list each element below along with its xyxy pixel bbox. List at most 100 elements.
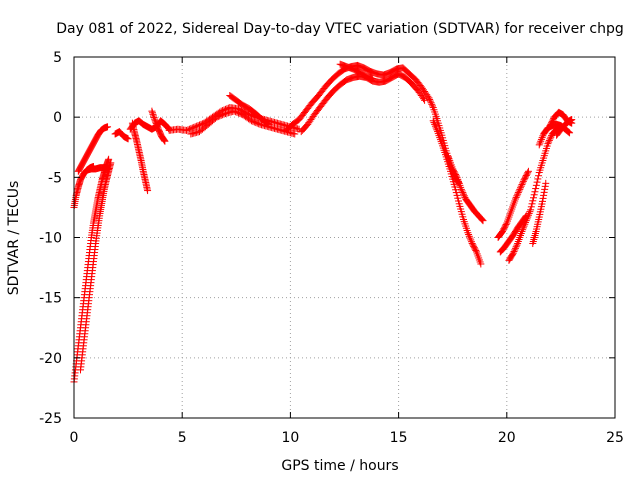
data-point: [247, 117, 255, 125]
data-point: [524, 167, 532, 175]
data-point: [452, 172, 460, 180]
series-arc-3: [76, 159, 115, 374]
data-point: [511, 244, 519, 252]
data-point: [232, 108, 240, 116]
data-point: [428, 100, 436, 108]
data-point: [433, 126, 441, 134]
data-point: [541, 182, 549, 190]
data-point: [523, 215, 531, 223]
series-arc-6: [111, 128, 132, 143]
data-point: [527, 203, 535, 211]
data-point: [161, 137, 169, 145]
data-point: [236, 110, 244, 118]
data-point: [150, 114, 158, 122]
data-point: [264, 120, 272, 128]
data-point: [425, 94, 433, 102]
data-point: [424, 92, 432, 100]
data-point: [522, 217, 530, 225]
data-point: [541, 185, 549, 193]
series-arc-9: [148, 107, 169, 145]
data-point: [150, 112, 158, 120]
data-point: [524, 211, 532, 219]
series-arc-2: [70, 155, 113, 386]
data-point: [191, 123, 199, 131]
data-point: [431, 122, 439, 130]
chart-title: Day 081 of 2022, Sidereal Day-to-day VTE…: [56, 21, 624, 37]
data-point: [160, 136, 168, 144]
x-tick-label: 20: [498, 430, 516, 446]
data-point: [477, 260, 485, 268]
data-point: [547, 133, 555, 141]
data-point: [467, 238, 475, 246]
data-point: [528, 200, 536, 208]
x-tick-label: 25: [606, 430, 624, 446]
data-point: [513, 241, 521, 249]
data-point: [429, 117, 437, 125]
data-point: [524, 213, 532, 221]
series-arc-4: [74, 123, 112, 175]
data-point: [538, 134, 546, 142]
data-point: [291, 130, 299, 138]
data-point: [539, 194, 547, 202]
data-point: [518, 227, 526, 235]
data-point: [525, 209, 533, 217]
x-tick-labels: 0 5 10 15 20 25: [70, 430, 624, 446]
data-point: [124, 135, 132, 143]
data-point: [230, 107, 238, 115]
data-point: [419, 95, 427, 103]
series-arc-18: [444, 153, 487, 225]
data-point: [521, 220, 529, 228]
data-point: [519, 177, 527, 185]
data-point: [512, 243, 520, 251]
y-axis-title: SDTVAR / TECUs: [6, 181, 22, 296]
data-point: [532, 185, 540, 193]
series-arc-14: [297, 70, 429, 136]
data-point: [539, 197, 547, 205]
y-tick-label: 5: [53, 50, 62, 66]
data-point: [534, 175, 542, 183]
data-point: [513, 192, 521, 200]
data-point: [540, 188, 548, 196]
series-arc-25: [553, 116, 576, 139]
data-point: [535, 172, 543, 180]
series-arc-7: [128, 119, 152, 195]
data-point: [472, 247, 480, 255]
data-point: [431, 120, 439, 128]
data-point: [465, 232, 473, 240]
data-point: [211, 114, 219, 122]
data-point: [545, 138, 553, 146]
series-arc-19: [494, 167, 532, 241]
x-tick-label: 5: [178, 430, 187, 446]
series-arc-17: [429, 117, 485, 268]
data-point: [519, 224, 527, 232]
data-point: [253, 119, 261, 127]
data-point: [537, 137, 545, 145]
x-tick-label: 10: [281, 430, 299, 446]
data-points: [70, 60, 576, 386]
y-tick-label: -15: [39, 291, 62, 307]
data-point: [214, 113, 222, 121]
data-point: [479, 217, 487, 225]
data-point: [265, 120, 273, 128]
y-tick-label: -25: [39, 411, 62, 427]
data-point: [568, 116, 576, 124]
series-arc-12: [226, 92, 273, 128]
data-point: [544, 140, 552, 148]
series-arc-11: [187, 107, 299, 138]
data-point: [533, 178, 541, 186]
data-point: [566, 129, 574, 137]
data-point: [532, 181, 540, 189]
data-point: [511, 246, 519, 254]
x-tick-label: 0: [70, 430, 79, 446]
data-point: [219, 111, 227, 119]
data-point: [537, 135, 545, 143]
data-point: [546, 135, 554, 143]
data-point: [478, 215, 486, 223]
data-point: [105, 155, 113, 163]
series-arc-5: [83, 164, 113, 174]
data-point: [107, 159, 115, 167]
data-point: [144, 187, 152, 195]
data-point: [510, 248, 518, 256]
data-point: [542, 179, 550, 187]
